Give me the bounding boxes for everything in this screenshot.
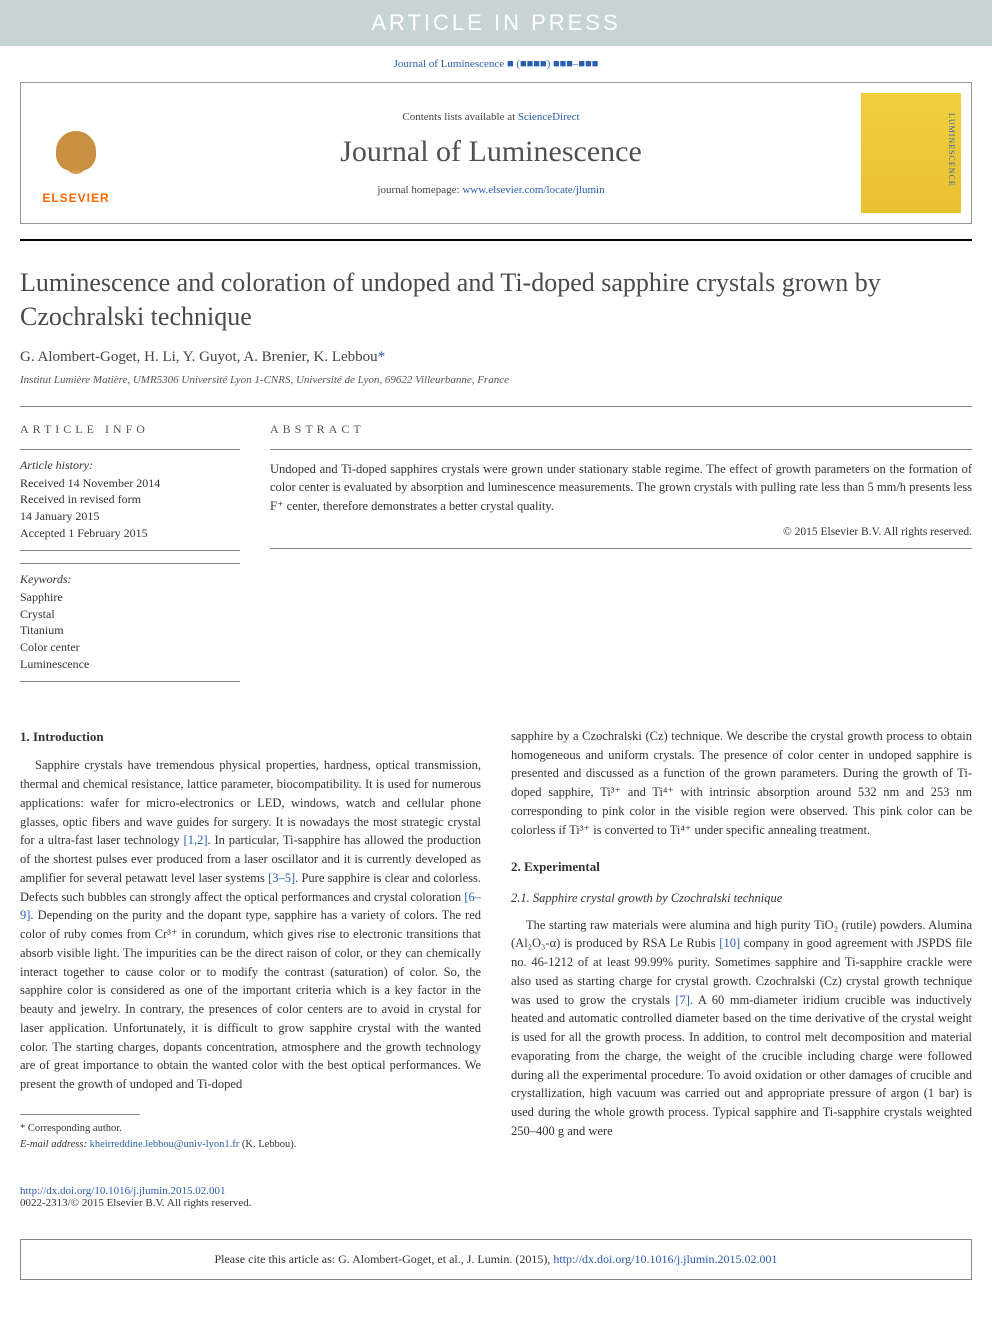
article-in-press-banner: ARTICLE IN PRESS (0, 0, 992, 46)
journal-header-box: ELSEVIER Contents lists available at Sci… (20, 82, 972, 224)
keyword: Crystal (20, 606, 240, 623)
keyword: Titanium (20, 622, 240, 639)
contents-lists-line: Contents lists available at ScienceDirec… (146, 111, 836, 123)
contents-prefix: Contents lists available at (402, 111, 517, 123)
keyword: Color center (20, 639, 240, 656)
body-column-left: 1. Introduction Sapphire crystals have t… (20, 727, 481, 1153)
info-abstract-row: ARTICLE INFO Article history: Received 1… (0, 407, 992, 707)
history-line: Received in revised form (20, 491, 240, 508)
email-line: E-mail address: kheirreddine.lebbou@univ… (20, 1137, 481, 1153)
citation-doi-link[interactable]: http://dx.doi.org/10.1016/j.jlumin.2015.… (553, 1252, 777, 1266)
homepage-link[interactable]: www.elsevier.com/locate/jlumin (462, 184, 604, 196)
journal-name: Journal of Luminescence (146, 135, 836, 169)
corresponding-author-footnote: * Corresponding author. E-mail address: … (20, 1121, 481, 1153)
elsevier-logo: ELSEVIER (21, 93, 131, 213)
article-history-block: Article history: Received 14 November 20… (20, 449, 240, 551)
sciencedirect-link[interactable]: ScienceDirect (518, 111, 580, 123)
history-line: 14 January 2015 (20, 508, 240, 525)
experimental-paragraph: The starting raw materials were alumina … (511, 916, 972, 1141)
corr-author-label: * Corresponding author. (20, 1121, 481, 1137)
authors-line: G. Alombert-Goget, H. Li, Y. Guyot, A. B… (0, 349, 992, 374)
citation-link[interactable]: [10] (719, 936, 740, 950)
email-link[interactable]: kheirreddine.lebbou@univ-lyon1.fr (90, 1139, 240, 1150)
abstract-column: ABSTRACT Undoped and Ti-doped sapphires … (270, 422, 972, 682)
journal-homepage-line: journal homepage: www.elsevier.com/locat… (146, 184, 836, 196)
abstract-heading: ABSTRACT (270, 422, 972, 437)
body-text: . Depending on the purity and the dopant… (20, 908, 481, 1091)
keywords-block: Keywords: Sapphire Crystal Titanium Colo… (20, 563, 240, 682)
history-line: Accepted 1 February 2015 (20, 525, 240, 542)
header-center: Contents lists available at ScienceDirec… (131, 96, 851, 211)
history-title: Article history: (20, 458, 240, 473)
keywords-title: Keywords: (20, 572, 240, 587)
abstract-copyright: © 2015 Elsevier B.V. All rights reserved… (270, 526, 972, 549)
citation-link[interactable]: [3–5] (268, 871, 295, 885)
doi-link[interactable]: http://dx.doi.org/10.1016/j.jlumin.2015.… (20, 1185, 225, 1197)
authors-names: G. Alombert-Goget, H. Li, Y. Guyot, A. B… (20, 349, 378, 365)
journal-reference-line: Journal of Luminescence ■ (■■■■) ■■■–■■■ (0, 46, 992, 82)
citation-link[interactable]: [1,2] (184, 833, 208, 847)
body-column-right: sapphire by a Czochralski (Cz) technique… (511, 727, 972, 1153)
abstract-text: Undoped and Ti-doped sapphires crystals … (270, 449, 972, 516)
footnote-separator (20, 1114, 140, 1115)
body-columns: 1. Introduction Sapphire crystals have t… (0, 707, 992, 1178)
issn-copyright: 0022-2313/© 2015 Elsevier B.V. All right… (20, 1197, 252, 1209)
affiliation: Institut Lumière Matière, UMR5306 Univer… (0, 374, 992, 406)
subsection-heading: 2.1. Sapphire crystal growth by Czochral… (511, 889, 972, 908)
article-info-heading: ARTICLE INFO (20, 422, 240, 437)
email-label: E-mail address: (20, 1139, 90, 1150)
keyword: Sapphire (20, 589, 240, 606)
section-heading-introduction: 1. Introduction (20, 727, 481, 747)
homepage-prefix: journal homepage: (377, 184, 462, 196)
intro-continuation: sapphire by a Czochralski (Cz) technique… (511, 727, 972, 840)
doi-block: http://dx.doi.org/10.1016/j.jlumin.2015.… (0, 1177, 992, 1229)
article-info-column: ARTICLE INFO Article history: Received 1… (20, 422, 240, 682)
citation-link[interactable]: [7] (675, 993, 690, 1007)
history-line: Received 14 November 2014 (20, 475, 240, 492)
corresponding-asterisk: * (378, 349, 386, 365)
body-text: . A 60 mm-diameter iridium crucible was … (511, 993, 972, 1138)
elsevier-label: ELSEVIER (42, 191, 109, 205)
elsevier-tree-icon (41, 121, 111, 191)
citation-box: Please cite this article as: G. Alombert… (20, 1239, 972, 1280)
section-heading-experimental: 2. Experimental (511, 857, 972, 877)
email-name: (K. Lebbou). (239, 1139, 296, 1150)
journal-cover-thumbnail (861, 93, 961, 213)
keyword: Luminescence (20, 656, 240, 673)
article-title: Luminescence and coloration of undoped a… (0, 241, 992, 349)
citation-prefix: Please cite this article as: G. Alombert… (214, 1252, 553, 1266)
intro-paragraph: Sapphire crystals have tremendous physic… (20, 756, 481, 1094)
